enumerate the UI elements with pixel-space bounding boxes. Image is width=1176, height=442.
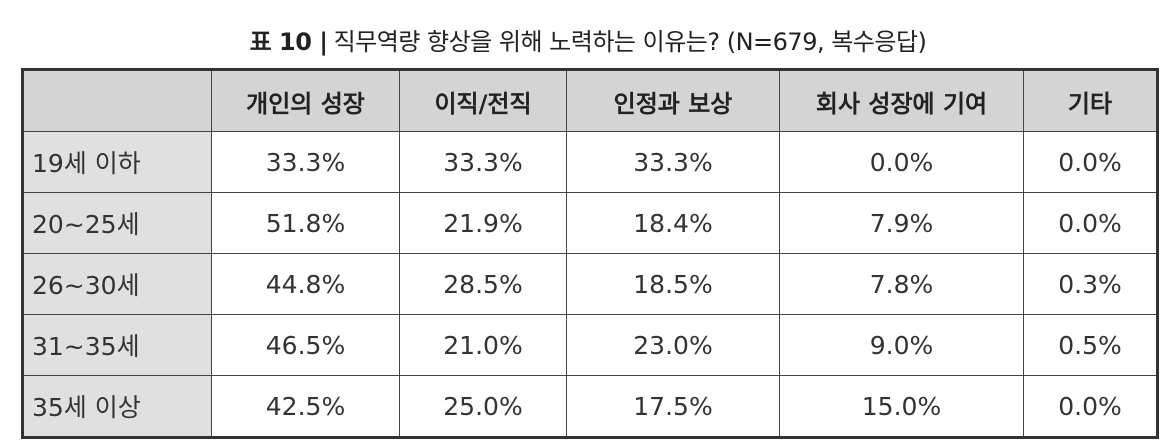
table-cell: 0.0%: [1023, 192, 1158, 254]
table-row: 26~30세 44.8% 28.5% 18.5% 7.8% 0.3%: [22, 253, 1158, 315]
table-cell: 15.0%: [779, 375, 1024, 438]
row-header: 19세 이하: [22, 131, 212, 193]
table-cell: 28.5%: [399, 253, 567, 315]
table-cell: 33.3%: [566, 131, 780, 193]
header-row: 개인의 성장 이직/전직 인정과 보상 회사 성장에 기여 기타: [22, 69, 1158, 132]
table-cell: 42.5%: [211, 375, 400, 438]
table-row: 19세 이하 33.3% 33.3% 33.3% 0.0% 0.0%: [22, 131, 1158, 193]
column-header: 이직/전직: [399, 69, 567, 132]
column-header: 회사 성장에 기여: [779, 69, 1024, 132]
table-cell: 51.8%: [211, 192, 400, 254]
table-cell: 17.5%: [566, 375, 780, 438]
row-header: 26~30세: [22, 253, 212, 315]
table-cell: 0.0%: [1023, 131, 1158, 193]
table-label: 표 10 |: [249, 28, 328, 56]
table-cell: 21.0%: [399, 314, 567, 376]
table-cell: 0.5%: [1023, 314, 1158, 376]
table-cell: 0.0%: [779, 131, 1024, 193]
table-cell: 0.3%: [1023, 253, 1158, 315]
row-header: 31~35세: [22, 314, 212, 376]
table-cell: 33.3%: [211, 131, 400, 193]
corner-cell: [22, 69, 212, 132]
table-cell: 18.5%: [566, 253, 780, 315]
table-cell: 18.4%: [566, 192, 780, 254]
table-cell: 46.5%: [211, 314, 400, 376]
table-cell: 33.3%: [399, 131, 567, 193]
table-cell: 0.0%: [1023, 375, 1158, 438]
table-cell: 25.0%: [399, 375, 567, 438]
title-text: 직무역량 향상을 위해 노력하는 이유는? (N=679, 복수응답): [333, 28, 927, 56]
table-cell: 7.8%: [779, 253, 1024, 315]
table-title: 표 10 | 직무역량 향상을 위해 노력하는 이유는? (N=679, 복수응답…: [0, 22, 1176, 57]
row-header: 35세 이상: [22, 375, 212, 438]
table-cell: 23.0%: [566, 314, 780, 376]
data-table: 개인의 성장 이직/전직 인정과 보상 회사 성장에 기여 기타 19세 이하 33.3%…: [21, 68, 1159, 439]
table-row: 20~25세 51.8% 21.9% 18.4% 7.9% 0.0%: [22, 192, 1158, 254]
table-cell: 9.0%: [779, 314, 1024, 376]
column-header: 개인의 성장: [211, 69, 400, 132]
column-header: 기타: [1023, 69, 1158, 132]
row-header: 20~25세: [22, 192, 212, 254]
table-row: 35세 이상 42.5% 25.0% 17.5% 15.0% 0.0%: [22, 375, 1158, 438]
table-row: 31~35세 46.5% 21.0% 23.0% 9.0% 0.5%: [22, 314, 1158, 376]
table-body: 19세 이하 33.3% 33.3% 33.3% 0.0% 0.0% 20~25세 51.8%…: [22, 131, 1158, 438]
column-header: 인정과 보상: [566, 69, 780, 132]
table-cell: 7.9%: [779, 192, 1024, 254]
table-cell: 44.8%: [211, 253, 400, 315]
table-cell: 21.9%: [399, 192, 567, 254]
